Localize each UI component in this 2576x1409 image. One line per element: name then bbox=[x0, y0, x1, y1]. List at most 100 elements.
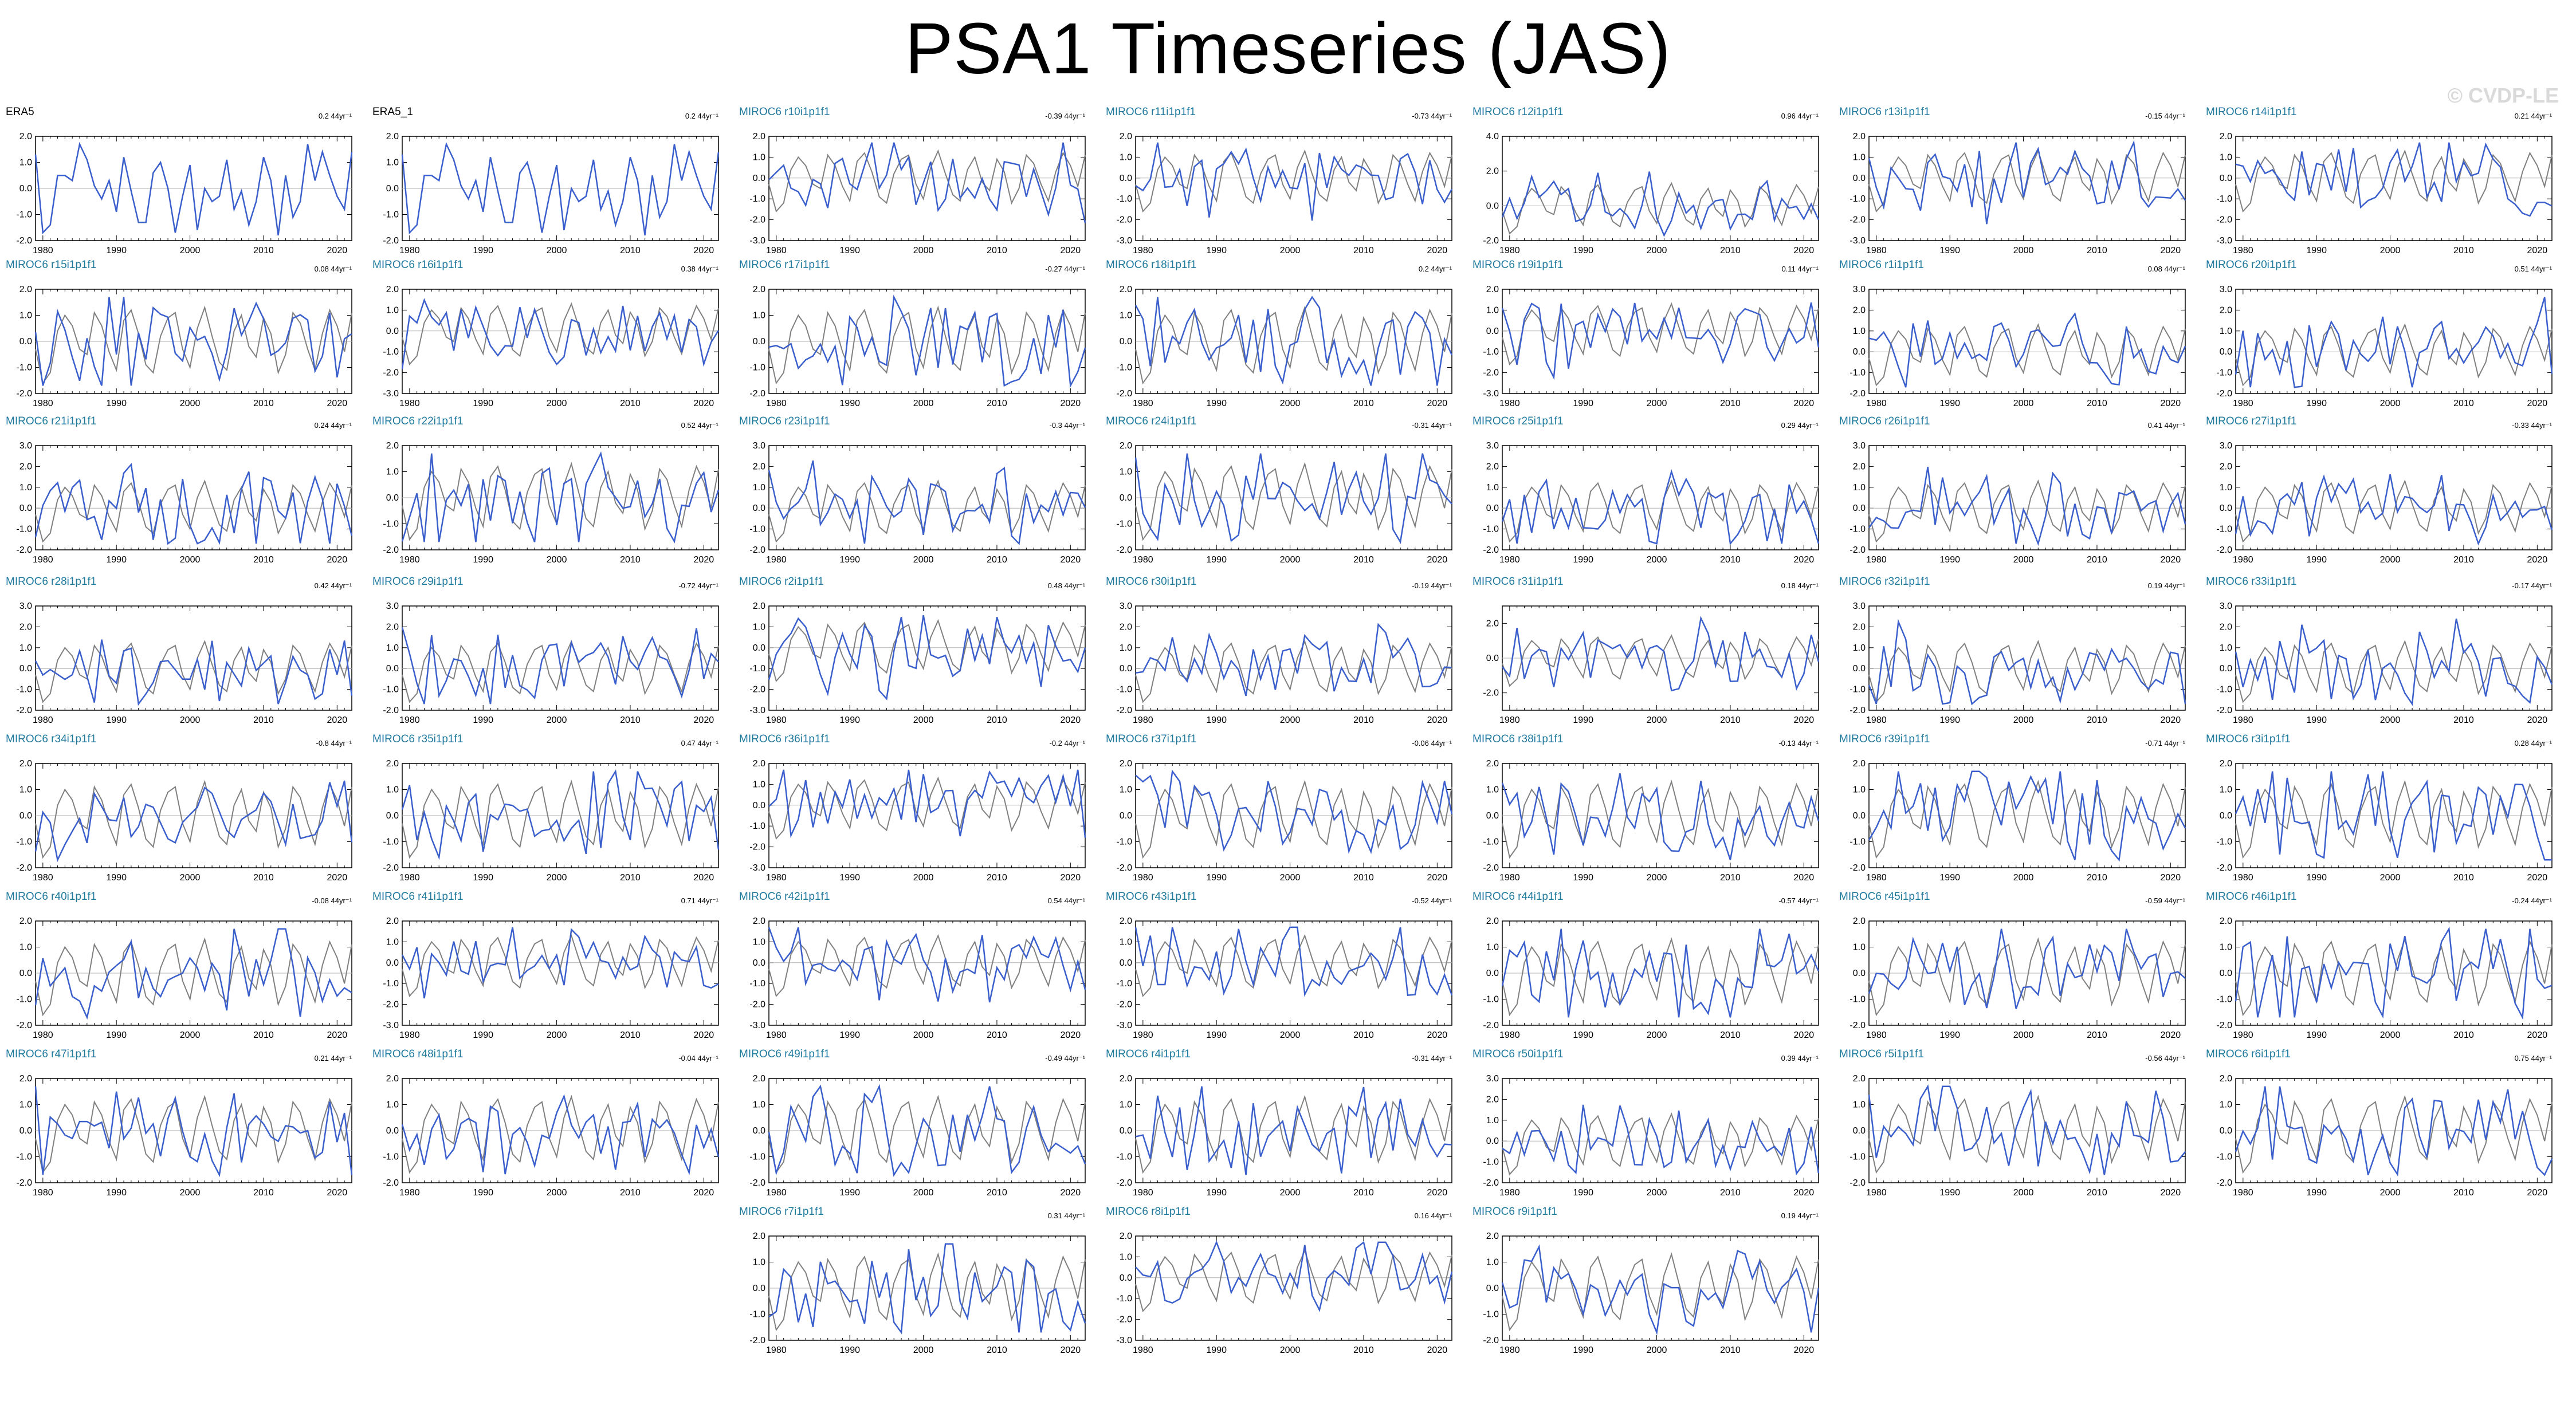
x-tick-label: 2010 bbox=[1353, 399, 1374, 408]
plot-frame bbox=[2235, 605, 2553, 711]
x-tick-label: 1980 bbox=[1133, 555, 1153, 565]
y-tick-label: 2.0 bbox=[1853, 132, 1866, 141]
panel-trend: 0.2 44yr⁻¹ bbox=[1418, 265, 1452, 273]
panel-trend: 0.2 44yr⁻¹ bbox=[318, 112, 352, 120]
y-tick-label: 3.0 bbox=[1853, 441, 1866, 451]
x-tick-label: 2020 bbox=[1427, 246, 1448, 255]
y-tick-label: 1.0 bbox=[19, 943, 32, 953]
panel-trend: -0.08 44yr⁻¹ bbox=[312, 896, 352, 905]
x-tick-label: 2010 bbox=[1353, 873, 1374, 883]
panel-trend: -0.31 44yr⁻¹ bbox=[1412, 421, 1452, 430]
x-tick-label: 2000 bbox=[180, 399, 201, 408]
x-tick-label: 1990 bbox=[2306, 555, 2327, 565]
member-series-line bbox=[2235, 297, 2553, 388]
x-tick-label: 1980 bbox=[399, 246, 420, 255]
panel-trend: -0.57 44yr⁻¹ bbox=[1778, 896, 1819, 905]
x-tick-label: 2010 bbox=[1720, 1030, 1741, 1040]
y-tick-label: 1.0 bbox=[1486, 305, 1499, 315]
panel-trend: -0.24 44yr⁻¹ bbox=[2512, 896, 2552, 905]
panel-miroc6-r10i1p1f1: MIROC6 r10i1p1f1 -0.39 44yr⁻¹ 1980 1990 2000… bbox=[737, 106, 1092, 256]
y-tick-label: 1.0 bbox=[386, 158, 399, 168]
x-tick-label: 1980 bbox=[1499, 246, 1520, 255]
x-tick-label: 2010 bbox=[253, 715, 274, 725]
y-tick-label: 2.0 bbox=[753, 601, 765, 611]
x-tick-label: 2020 bbox=[2527, 399, 2548, 408]
x-tick-label: 2010 bbox=[2087, 399, 2107, 408]
y-tick-label: 2.0 bbox=[753, 759, 765, 769]
plot-frame bbox=[768, 136, 1086, 241]
panel-miroc6-r27i1p1f1: MIROC6 r27i1p1f1 -0.33 44yr⁻¹ 1980 1990 2000… bbox=[2204, 415, 2559, 565]
reference-series-line bbox=[35, 640, 352, 703]
reference-series-line bbox=[35, 780, 352, 859]
x-tick-label: 1980 bbox=[1133, 715, 1153, 725]
plot-frame bbox=[768, 605, 1086, 711]
x-tick-label: 1980 bbox=[766, 555, 787, 565]
y-tick-label: -2.0 bbox=[16, 863, 32, 873]
panel-miroc6-r31i1p1f1: MIROC6 r31i1p1f1 0.18 44yr⁻¹ 1980 1990 2000 2… bbox=[1470, 576, 1825, 726]
panel-title: MIROC6 r23i1p1f1 bbox=[739, 415, 830, 427]
y-tick-label: 4.0 bbox=[1486, 132, 1499, 141]
panel-trend: -0.15 44yr⁻¹ bbox=[2145, 112, 2185, 120]
panel-trend: -0.52 44yr⁻¹ bbox=[1412, 896, 1452, 905]
y-tick-label: 0.0 bbox=[1853, 174, 1866, 183]
x-tick-label: 2010 bbox=[253, 873, 274, 883]
panel-plot: 1980 1990 2000 2010 2020 3.0 2.0 1.0 0.0 -1.0 -2.0 bbox=[1849, 285, 2186, 408]
y-tick-label: 0.0 bbox=[19, 811, 32, 821]
panel-miroc6-r14i1p1f1: MIROC6 r14i1p1f1 0.21 44yr⁻¹ 1980 1990 2000 2… bbox=[2204, 106, 2559, 256]
panel-title: MIROC6 r37i1p1f1 bbox=[1106, 733, 1197, 745]
y-tick-label: -3.0 bbox=[749, 863, 765, 873]
panel-plot: 1980 1990 2000 2010 2020 2.0 1.0 0.0 -1.0 -2.0 -3.… bbox=[383, 916, 719, 1040]
panel-miroc6-r25i1p1f1: MIROC6 r25i1p1f1 0.29 44yr⁻¹ 1980 1990 2000 2… bbox=[1470, 415, 1825, 565]
x-tick-label: 1990 bbox=[1206, 715, 1227, 725]
member-series-line bbox=[34, 463, 353, 545]
x-tick-label: 2010 bbox=[620, 399, 641, 408]
y-tick-label: 1.0 bbox=[386, 643, 399, 653]
x-tick-label: 1980 bbox=[1499, 555, 1520, 565]
y-tick-label: 1.0 bbox=[1853, 643, 1866, 653]
x-tick-label: 1990 bbox=[1206, 1030, 1227, 1040]
panel-plot: 1980 1990 2000 2010 2020 2.0 1.0 0.0 -1.0 -2.0 -3.… bbox=[383, 285, 720, 408]
panel-trend: 0.11 44yr⁻¹ bbox=[1781, 265, 1819, 273]
y-tick-label: 0.0 bbox=[1853, 503, 1866, 513]
x-tick-label: 2010 bbox=[2087, 715, 2107, 725]
y-tick-label: 2.0 bbox=[1853, 916, 1866, 926]
x-tick-label: 1980 bbox=[2233, 715, 2253, 725]
y-tick-label: 0.0 bbox=[1486, 201, 1499, 211]
x-tick-label: 2010 bbox=[1720, 399, 1741, 408]
x-tick-label: 1980 bbox=[399, 715, 420, 725]
y-tick-label: -3.0 bbox=[383, 389, 399, 399]
x-tick-label: 2000 bbox=[2013, 715, 2034, 725]
x-tick-label: 2020 bbox=[694, 246, 714, 255]
x-tick-label: 2000 bbox=[1280, 555, 1301, 565]
y-tick-label: 0.0 bbox=[1120, 958, 1132, 968]
y-tick-label: 1.0 bbox=[1120, 311, 1132, 321]
panel-miroc6-r17i1p1f1: MIROC6 r17i1p1f1 -0.27 44yr⁻¹ 1980 1990 2000… bbox=[737, 259, 1092, 409]
panel-plot: 1980 1990 2000 2010 2020 2.0 0.0 -2.0 bbox=[1483, 605, 1820, 725]
x-tick-label: 1980 bbox=[2233, 555, 2253, 565]
x-tick-label: 1980 bbox=[399, 399, 420, 408]
x-tick-label: 1990 bbox=[106, 246, 127, 255]
x-tick-label: 1980 bbox=[2233, 873, 2253, 883]
panel-trend: 0.51 44yr⁻¹ bbox=[2514, 265, 2552, 273]
y-tick-label: 2.0 bbox=[2220, 462, 2232, 471]
x-tick-label: 2010 bbox=[1353, 555, 1374, 565]
panel-plot: 1980 1990 2000 2010 2020 2.0 1.0 0.0 -1.0 -2.0 -3.… bbox=[749, 601, 1086, 725]
panel-title: MIROC6 r43i1p1f1 bbox=[1106, 891, 1197, 903]
panel-miroc6-r43i1p1f1: MIROC6 r43i1p1f1 -0.52 44yr⁻¹ 1980 1990 2000… bbox=[1104, 891, 1459, 1041]
x-tick-label: 1980 bbox=[1499, 399, 1520, 408]
x-tick-label: 1990 bbox=[1573, 555, 1593, 565]
y-tick-label: -2.0 bbox=[1116, 1000, 1132, 1010]
member-series-line bbox=[1134, 296, 1453, 386]
x-tick-label: 2010 bbox=[620, 555, 641, 565]
y-tick-label: -2.0 bbox=[383, 863, 399, 873]
x-tick-label: 2020 bbox=[1061, 715, 1081, 725]
reference-series-line bbox=[1868, 780, 2186, 859]
y-tick-label: -1.0 bbox=[1483, 837, 1499, 847]
y-tick-label: 3.0 bbox=[1853, 601, 1866, 611]
y-tick-label: -2.0 bbox=[1116, 706, 1132, 715]
panel-title: MIROC6 r35i1p1f1 bbox=[372, 733, 464, 745]
